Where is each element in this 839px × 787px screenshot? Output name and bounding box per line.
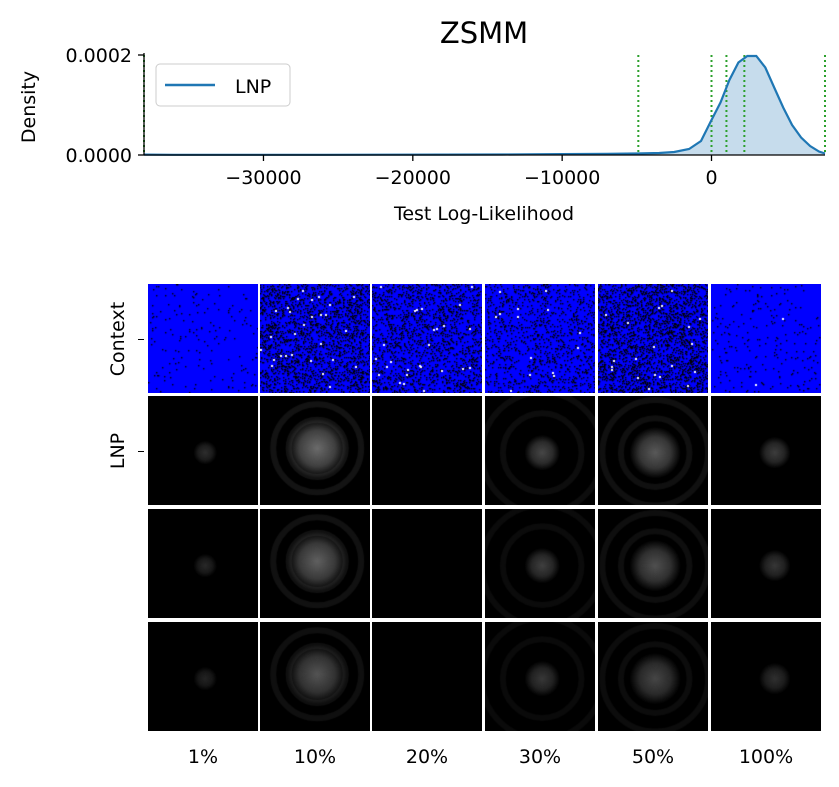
image-pixels xyxy=(148,509,258,618)
image-pixels xyxy=(598,284,708,393)
sample-image-r3-c5 xyxy=(711,622,821,731)
image-pixels xyxy=(148,396,258,505)
sample-image-r3-c1 xyxy=(260,622,370,731)
column-label-3: 30% xyxy=(518,746,562,768)
image-pixels xyxy=(148,622,258,731)
image-pixels xyxy=(260,396,370,505)
column-label-1: 10% xyxy=(293,746,337,768)
row-label-0: Context xyxy=(107,301,129,376)
context-image-1 xyxy=(260,284,370,393)
chart-title: ZSMM xyxy=(440,16,528,50)
x-axis-label: Test Log-Likelihood xyxy=(393,203,574,225)
x-tick-label-0: −30000 xyxy=(225,167,301,189)
image-pixels xyxy=(711,622,821,731)
column-label-5: 100% xyxy=(738,746,794,768)
axes: −30000 −20000 −10000 0 0.0000 0.0002 xyxy=(66,45,825,189)
row-tick-0 xyxy=(138,339,144,341)
sample-image-r3-c4 xyxy=(598,622,708,731)
image-pixels xyxy=(485,509,595,618)
sample-image-r2-c1 xyxy=(260,509,370,618)
sample-image-r1-c2 xyxy=(372,396,482,505)
image-pixels xyxy=(372,284,482,393)
y-tick-label-0: 0.0000 xyxy=(66,145,132,167)
x-tick-label-1: −20000 xyxy=(375,167,451,189)
image-pixels xyxy=(485,396,595,505)
sample-image-r2-c2 xyxy=(372,509,482,618)
image-pixels xyxy=(711,509,821,618)
sample-image-r1-c4 xyxy=(598,396,708,505)
image-pixels xyxy=(372,509,482,618)
context-image-4 xyxy=(598,284,708,393)
image-pixels xyxy=(598,509,708,618)
image-pixels xyxy=(372,622,482,731)
sample-image-r1-c1 xyxy=(260,396,370,505)
image-pixels xyxy=(260,509,370,618)
context-image-5 xyxy=(711,284,821,393)
sample-image-r3-c0 xyxy=(148,622,258,731)
image-pixels xyxy=(485,284,595,393)
legend: LNP xyxy=(155,63,291,107)
image-pixels xyxy=(260,622,370,731)
sample-image-r2-c5 xyxy=(711,509,821,618)
column-label-2: 20% xyxy=(405,746,449,768)
density-fill xyxy=(144,56,825,155)
context-image-2 xyxy=(372,284,482,393)
row-tick-1 xyxy=(138,451,144,453)
image-pixels xyxy=(711,284,821,393)
x-tick-label-2: −10000 xyxy=(524,167,600,189)
image-pixels xyxy=(260,284,370,393)
context-image-0 xyxy=(148,284,258,393)
context-image-3 xyxy=(485,284,595,393)
column-label-4: 50% xyxy=(631,746,675,768)
sample-image-r2-c4 xyxy=(598,509,708,618)
legend-label-lnp: LNP xyxy=(235,76,271,98)
image-pixels xyxy=(598,622,708,731)
x-tick-label-3: 0 xyxy=(705,167,717,189)
sample-image-r3-c2 xyxy=(372,622,482,731)
image-pixels xyxy=(485,622,595,731)
image-pixels xyxy=(598,396,708,505)
sample-image-r1-c0 xyxy=(148,396,258,505)
sample-image-r3-c3 xyxy=(485,622,595,731)
image-pixels xyxy=(372,396,482,505)
image-pixels xyxy=(148,284,258,393)
sample-image-r1-c5 xyxy=(711,396,821,505)
column-label-0: 1% xyxy=(187,746,219,768)
sample-image-r2-c3 xyxy=(485,509,595,618)
row-label-1: LNP xyxy=(107,432,129,469)
y-tick-label-1: 0.0002 xyxy=(66,45,132,67)
sample-image-r1-c3 xyxy=(485,396,595,505)
image-pixels xyxy=(711,396,821,505)
sample-image-r2-c0 xyxy=(148,509,258,618)
y-axis-label: Density xyxy=(18,71,40,143)
